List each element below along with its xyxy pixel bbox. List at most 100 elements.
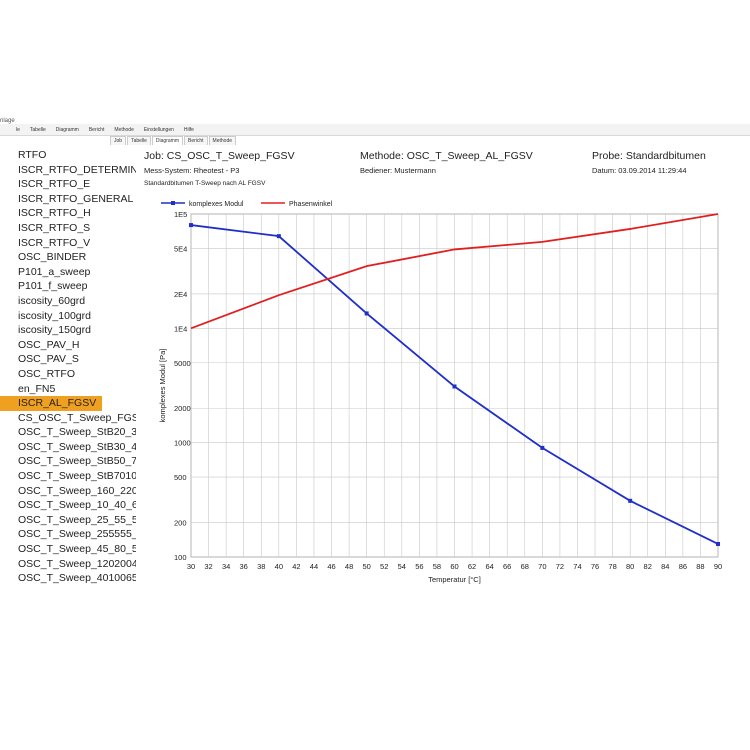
y-tick-label: 1E5 xyxy=(174,210,187,219)
menu-item-datei[interactable]: le xyxy=(16,126,20,133)
job-list-item[interactable]: ISCR_RTFO_DETERMINE xyxy=(18,163,136,176)
y-tick-label: 5000 xyxy=(174,359,191,368)
job-list-item[interactable]: iscosity_100grd xyxy=(18,309,91,322)
tab-diagramm[interactable]: Diagramm xyxy=(151,136,183,145)
menu-item-methode[interactable]: Methode xyxy=(114,126,134,133)
job-list-item[interactable]: OSC_T_Sweep_12020040 xyxy=(18,557,136,570)
x-tick-label: 68 xyxy=(521,562,529,571)
y-tick-label: 1E4 xyxy=(174,324,187,333)
x-tick-label: 30 xyxy=(187,562,195,571)
job-list-item[interactable]: ISCR_RTFO_H xyxy=(18,207,91,220)
job-label: Job: CS_OSC_T_Sweep_FGSV xyxy=(144,150,295,162)
legend-label: Phasenwinkel xyxy=(289,201,333,208)
x-tick-label: 64 xyxy=(485,562,493,571)
datum-label: Datum: 03.09.2014 11:29:44 xyxy=(592,166,687,175)
plot-area xyxy=(190,213,719,558)
menu-bar: le Tabelle Diagramm Bericht Methode Eins… xyxy=(0,124,750,136)
data-point xyxy=(540,445,545,450)
menu-item-bericht[interactable]: Bericht xyxy=(88,126,105,133)
x-tick-label: 86 xyxy=(679,562,687,571)
job-list-item[interactable]: iscosity_150grd xyxy=(18,324,91,337)
x-tick-label: 72 xyxy=(556,562,564,571)
y-tick-label: 500 xyxy=(174,473,187,482)
y-tick-label: 5E4 xyxy=(174,244,187,253)
job-list-item[interactable]: OSC_T_Sweep_StB30_45 xyxy=(18,440,136,453)
job-list-item[interactable]: P101_a_sweep xyxy=(18,265,91,278)
series-line-komplexes-modul xyxy=(190,224,719,545)
job-list-item[interactable]: ISCR_RTFO_V xyxy=(18,236,91,249)
methode-label: Methode: OSC_T_Sweep_AL_FGSV xyxy=(360,150,533,162)
menu-item-hilfe[interactable]: Hilfe xyxy=(183,126,194,133)
x-tick-label: 38 xyxy=(257,562,265,571)
job-list-item[interactable]: ISCR_RTFO_S xyxy=(18,221,91,234)
tab-bericht[interactable]: Bericht xyxy=(183,136,208,145)
x-tick-label: 40 xyxy=(275,562,283,571)
x-tick-label: 52 xyxy=(380,562,388,571)
data-point xyxy=(716,541,720,546)
job-list-item[interactable]: OSC_T_Sweep_4010065 xyxy=(18,572,136,585)
tab-job[interactable]: Job xyxy=(110,136,127,145)
y-tick-label: 2E4 xyxy=(174,290,187,299)
job-list: RTFO ISCR_RTFO_DETERMINE ISCR_RTFO_E ISCR_R… xyxy=(0,148,140,586)
job-list-item[interactable]: ISCR_AL_FGSV xyxy=(0,396,102,411)
menu-item-einstellungen[interactable]: Einstellungen xyxy=(143,126,174,133)
window-title: nlage xyxy=(0,118,15,124)
job-list-item[interactable]: OSC_BINDER xyxy=(18,251,87,264)
job-list-item[interactable]: iscosity_60grd xyxy=(18,294,86,307)
x-tick-label: 82 xyxy=(644,562,652,571)
menu-item-tabelle[interactable]: Tabelle xyxy=(29,126,46,133)
job-list-item[interactable]: CS_OSC_T_Sweep_FGSV xyxy=(18,411,136,424)
x-tick-label: 44 xyxy=(310,562,318,571)
data-point xyxy=(452,384,457,389)
data-point xyxy=(364,311,369,316)
x-tick-label: 74 xyxy=(573,562,581,571)
x-axis-label: Temperatur [°C] xyxy=(428,575,481,584)
job-list-item[interactable]: OSC_T_Sweep_StB50_70 xyxy=(18,455,136,468)
y-tick-label: 200 xyxy=(174,519,187,528)
x-tick-label: 70 xyxy=(538,562,546,571)
x-tick-label: 80 xyxy=(626,562,634,571)
x-tick-label: 62 xyxy=(468,562,476,571)
x-tick-label: 60 xyxy=(450,562,458,571)
data-point xyxy=(628,498,633,503)
job-list-item[interactable]: OSC_PAV_S xyxy=(18,353,79,366)
y-axis-label: komplexes Modul [Pa] xyxy=(158,349,167,423)
x-tick-label: 34 xyxy=(222,562,230,571)
y-tick-label: 2000 xyxy=(174,404,191,413)
x-tick-label: 78 xyxy=(608,562,616,571)
x-tick-label: 76 xyxy=(591,562,599,571)
tab-tabelle[interactable]: Tabelle xyxy=(127,136,151,145)
tab-methode[interactable]: Methode xyxy=(208,136,237,145)
x-tick-label: 46 xyxy=(327,562,335,571)
x-tick-label: 90 xyxy=(714,562,722,571)
legend-marker xyxy=(171,201,175,205)
job-list-item[interactable]: OSC_T_Sweep_255555_2 xyxy=(18,528,136,541)
job-list-item[interactable]: en_FN5 xyxy=(18,382,56,395)
x-tick-label: 48 xyxy=(345,562,353,571)
job-list-item[interactable]: OSC_RTFO xyxy=(18,367,75,380)
job-list-item[interactable]: ISCR_RTFO_E xyxy=(18,178,91,191)
job-list-item[interactable]: P101_f_sweep xyxy=(18,280,88,293)
job-list-item[interactable]: OSC_T_Sweep_StB70100 xyxy=(18,470,136,483)
series-line-phasenwinkel xyxy=(190,213,719,330)
x-tick-label: 36 xyxy=(240,562,248,571)
job-list-item[interactable]: OSC_T_Sweep_StB20_30 xyxy=(18,426,136,439)
job-list-item[interactable]: ISCR_RTFO_GENERAL xyxy=(18,192,134,205)
job-list-item[interactable]: OSC_T_Sweep_160_220 xyxy=(18,484,136,497)
menu-item-diagramm[interactable]: Diagramm xyxy=(55,126,79,133)
x-tick-label: 54 xyxy=(398,562,406,571)
job-list-item[interactable]: OSC_T_Sweep_45_80_50 xyxy=(18,543,136,556)
probe-label: Probe: Standardbitumen xyxy=(592,150,706,162)
job-list-item[interactable]: OSC_T_Sweep_25_55_55 xyxy=(18,513,136,526)
view-tabs: Job Tabelle Diagramm Bericht Methode xyxy=(110,136,237,145)
job-list-item[interactable]: OSC_PAV_H xyxy=(18,338,80,351)
job-list-item[interactable]: OSC_T_Sweep_10_40_65 xyxy=(18,499,136,512)
x-tick-label: 84 xyxy=(661,562,669,571)
x-tick-label: 58 xyxy=(433,562,441,571)
x-tick-label: 56 xyxy=(415,562,423,571)
mess-system-label: Mess-System: Rheotest - P3 xyxy=(144,166,240,175)
y-tick-label: 1000 xyxy=(174,439,191,448)
chart-subtitle: Standardbitumen T-Sweep nach AL FGSV xyxy=(144,180,266,187)
job-list-item[interactable]: RTFO xyxy=(18,149,47,161)
x-tick-label: 32 xyxy=(204,562,212,571)
